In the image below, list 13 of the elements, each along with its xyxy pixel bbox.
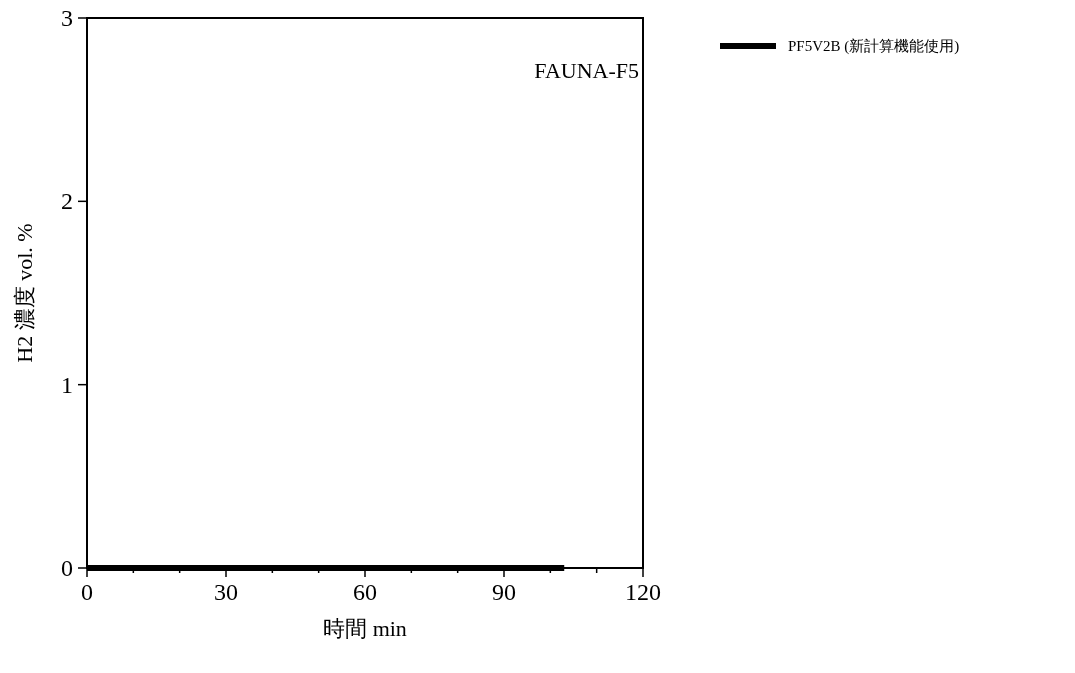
y-tick-label: 3 bbox=[61, 5, 73, 31]
annotation: FAUNA-F5 bbox=[534, 58, 639, 83]
y-tick-label: 0 bbox=[61, 555, 73, 581]
x-tick-label: 90 bbox=[492, 579, 516, 605]
x-axis-title: 時間 min bbox=[323, 616, 407, 641]
y-axis-title: H2 濃度 vol. % bbox=[12, 223, 37, 363]
x-tick-label: 60 bbox=[353, 579, 377, 605]
legend-label: PF5V2B (新計算機能使用) bbox=[788, 38, 960, 55]
x-tick-label: 120 bbox=[625, 579, 661, 605]
x-tick-label: 30 bbox=[214, 579, 238, 605]
x-tick-label: 0 bbox=[81, 579, 93, 605]
y-tick-label: 2 bbox=[61, 188, 73, 215]
y-tick-label: 1 bbox=[61, 371, 73, 398]
